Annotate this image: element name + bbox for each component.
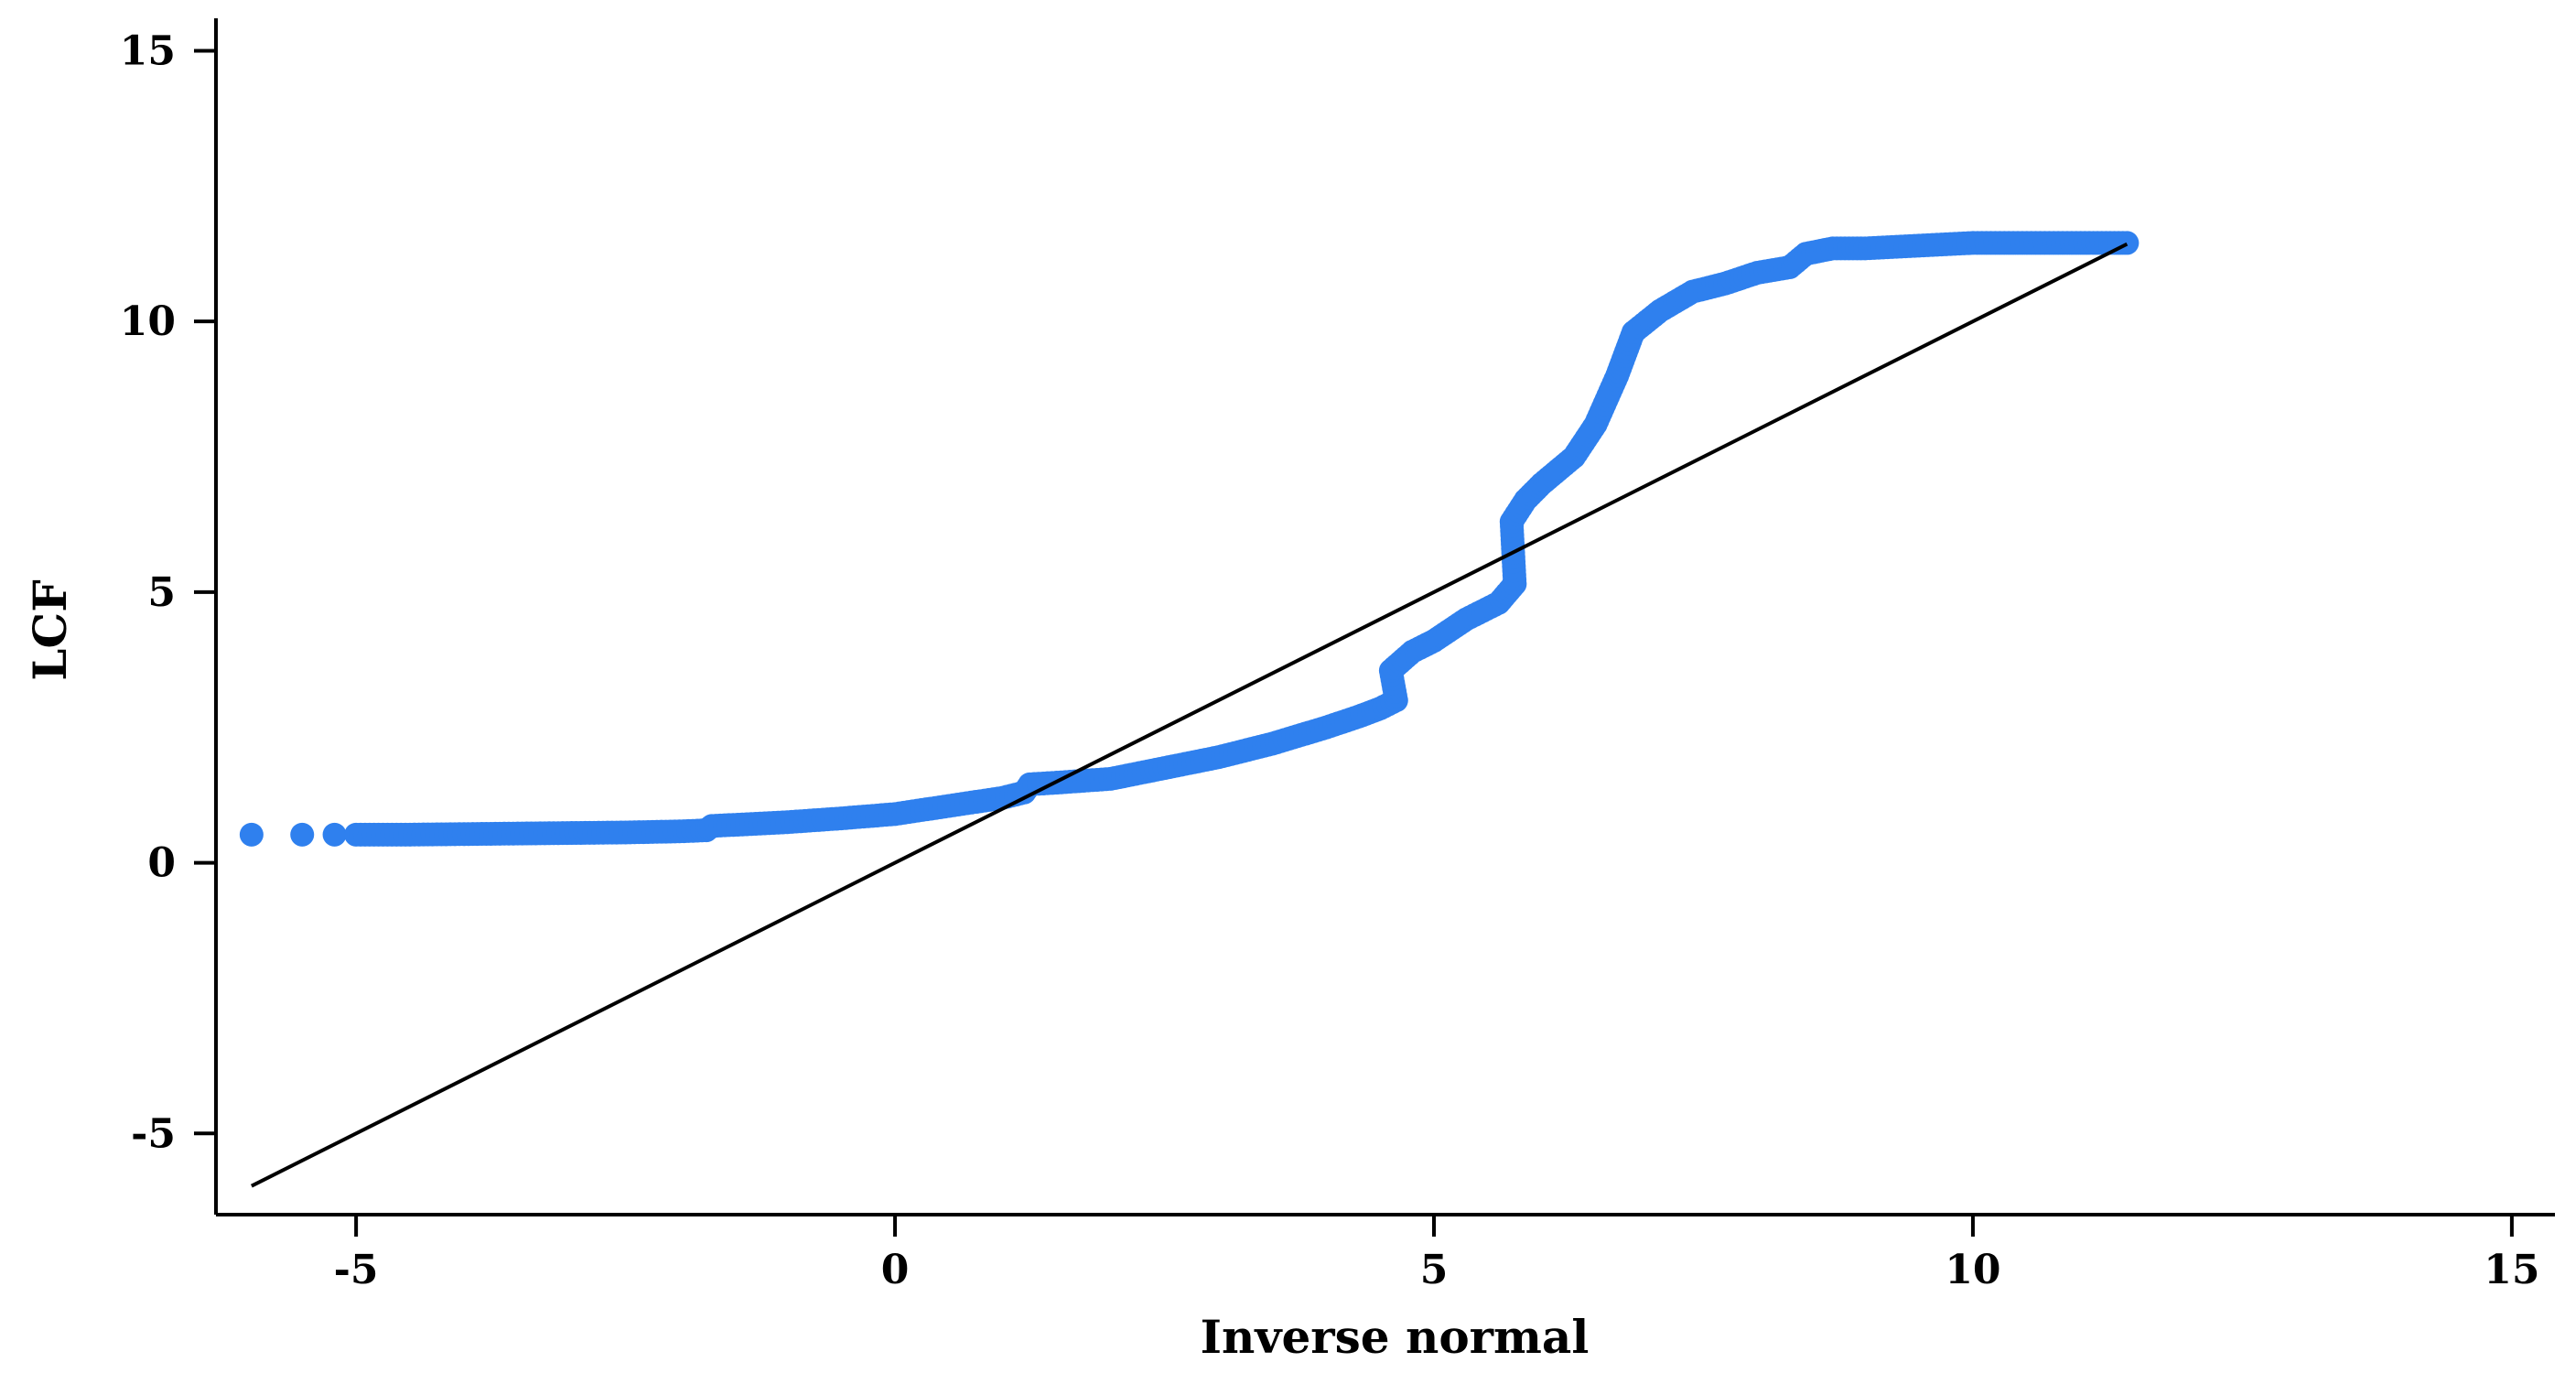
reference-line-layer xyxy=(250,242,2129,1188)
y-axis-ticks: -5 0 5 10 15 xyxy=(120,27,216,1157)
y-axis-title: LCF xyxy=(23,579,77,680)
data-point xyxy=(2115,231,2139,255)
y-tick-label: 15 xyxy=(120,27,176,74)
x-axis-ticks: -5 0 5 10 15 xyxy=(334,1215,2540,1293)
y-tick-label: 10 xyxy=(120,298,176,345)
x-tick-label: 15 xyxy=(2484,1247,2539,1293)
y-tick-label: 5 xyxy=(147,569,176,616)
data-point xyxy=(290,822,315,847)
reference-line xyxy=(250,242,2129,1188)
x-tick-label: 0 xyxy=(881,1247,910,1293)
data-point xyxy=(239,822,264,847)
x-tick-label: 10 xyxy=(1945,1247,2000,1293)
data-point xyxy=(322,822,347,847)
y-tick-label: 0 xyxy=(147,840,176,887)
y-tick-label: -5 xyxy=(131,1110,176,1157)
x-tick-label: 5 xyxy=(1420,1247,1449,1293)
plot-area xyxy=(239,231,2139,1188)
data-points xyxy=(239,231,2139,847)
x-axis-title: Inverse normal xyxy=(1201,1310,1590,1364)
x-tick-label: -5 xyxy=(334,1247,379,1293)
